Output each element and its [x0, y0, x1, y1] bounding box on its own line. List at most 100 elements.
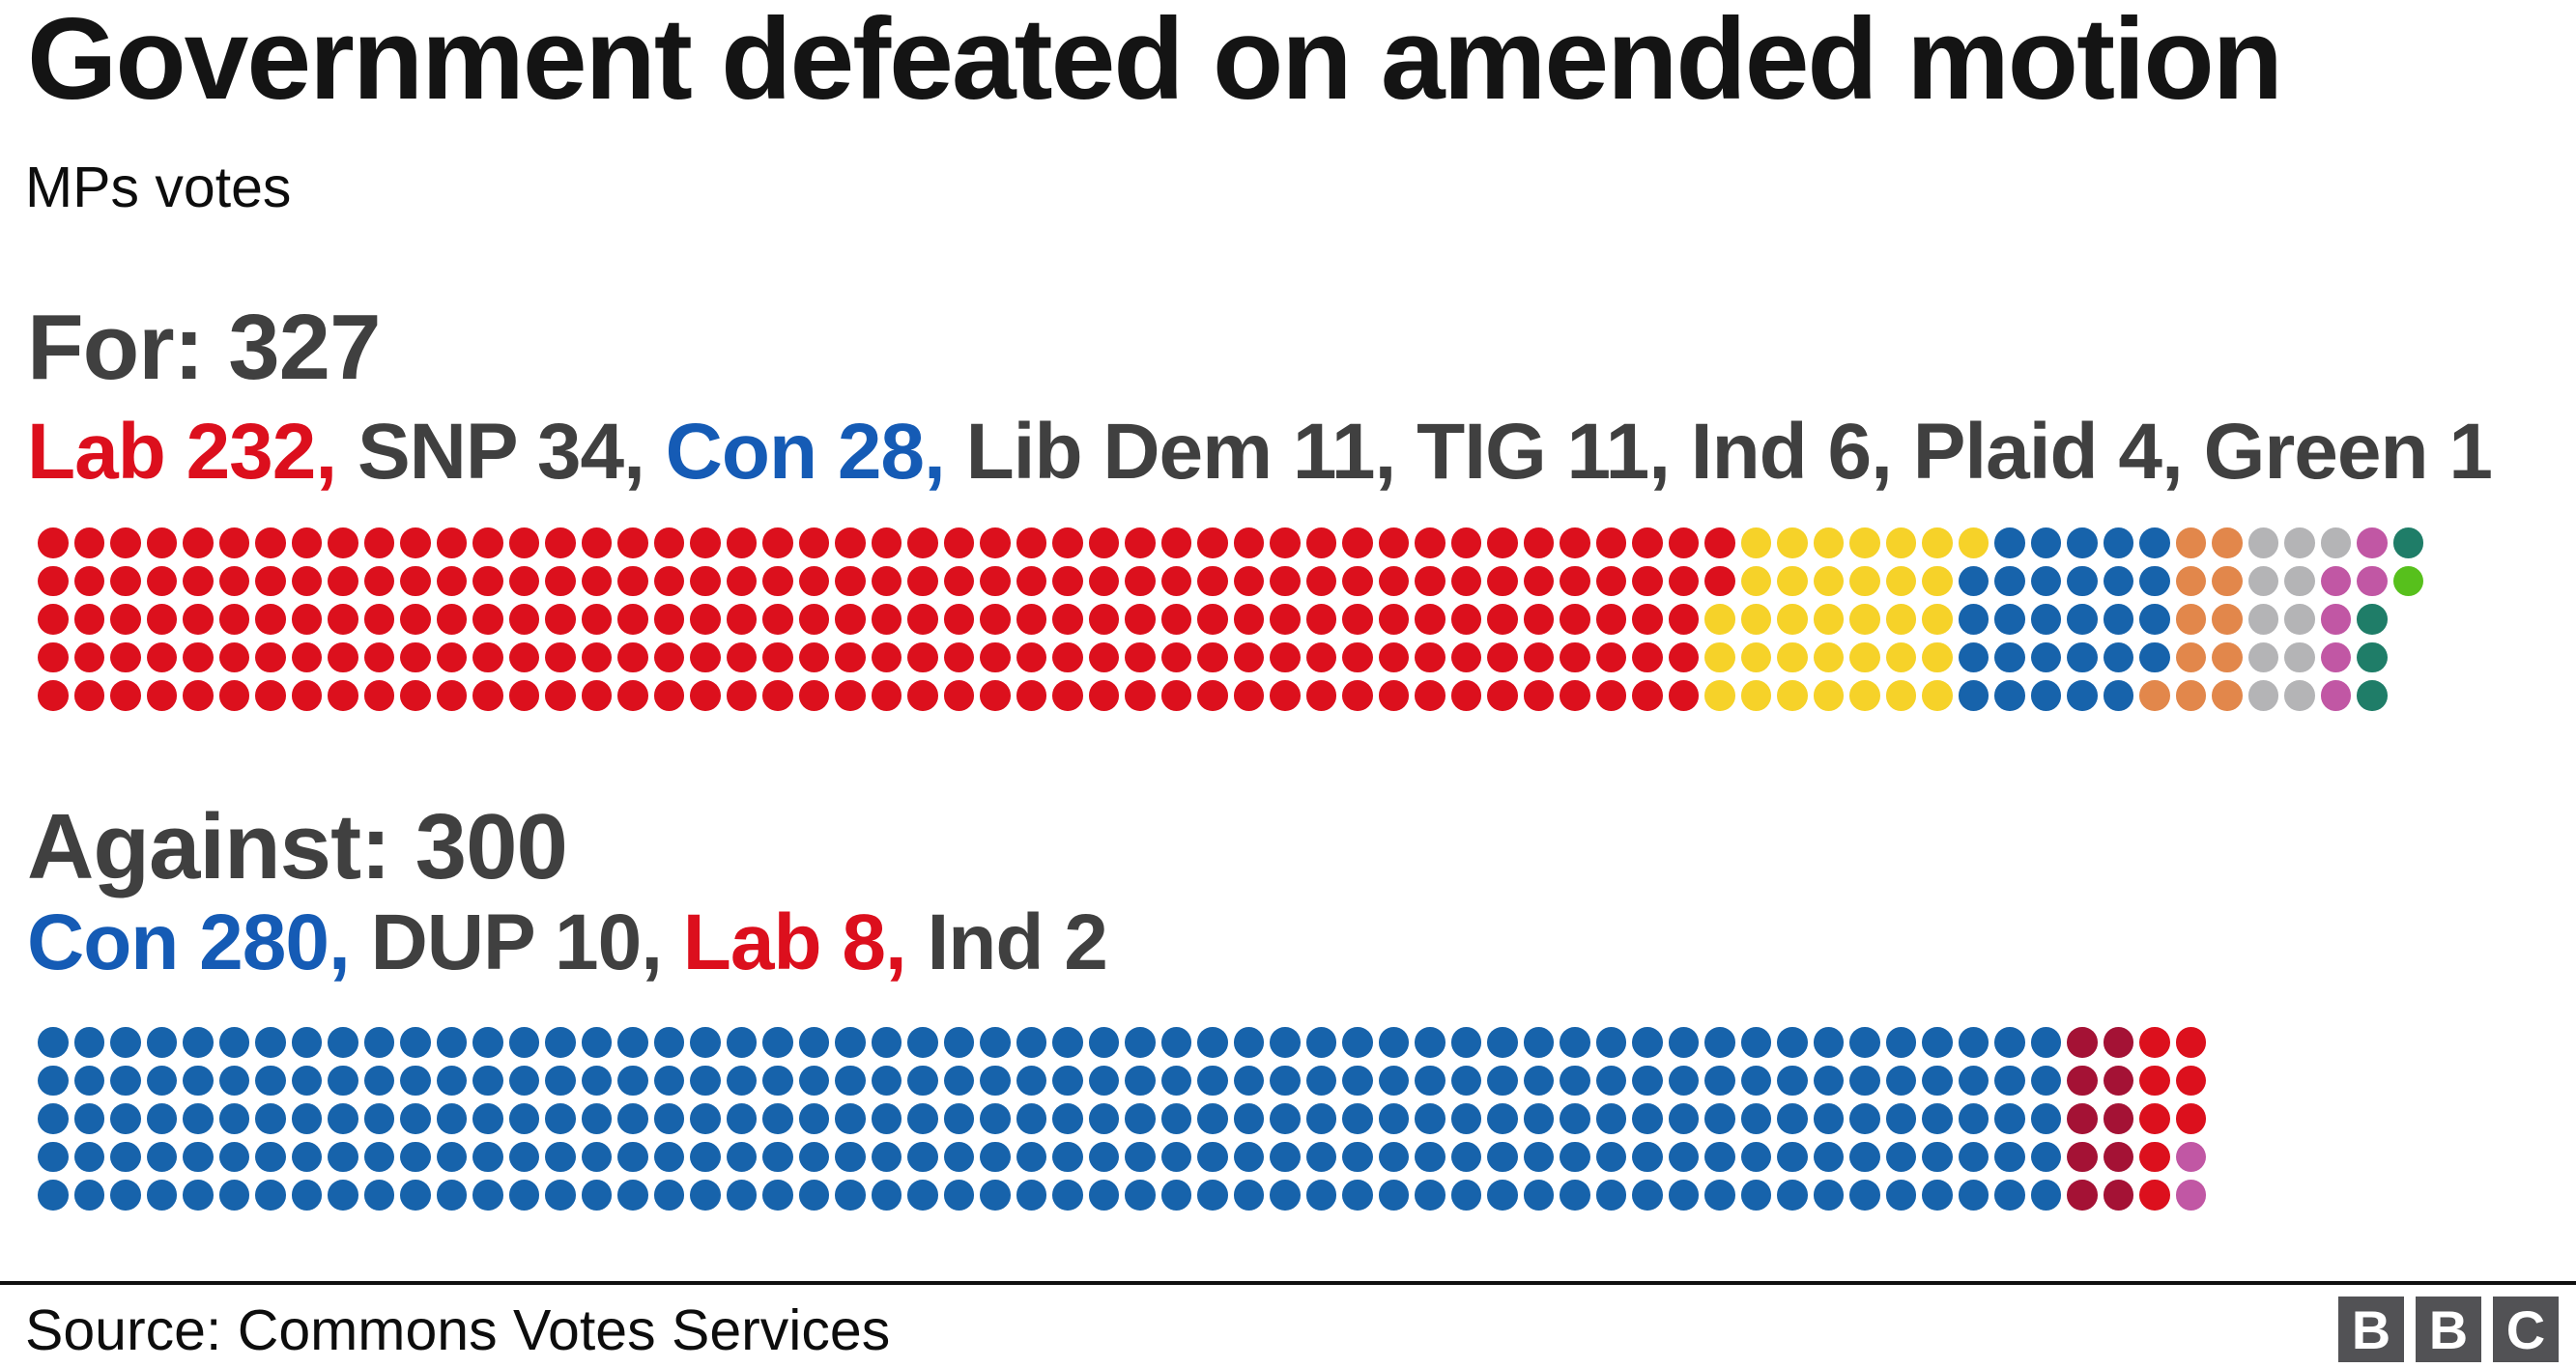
mp-dot: [2320, 680, 2351, 711]
mp-dot: [2103, 565, 2133, 597]
mp-dot: [1813, 527, 1844, 558]
mp-dot: [1632, 1027, 1663, 1058]
mp-dot: [1668, 1180, 1699, 1211]
mp-dot: [1740, 1065, 1771, 1097]
mp-dot: [1052, 1180, 1083, 1211]
mp-dot: [1740, 1180, 1771, 1211]
mp-dot: [291, 1103, 322, 1134]
mp-dot: [1740, 527, 1771, 558]
mp-dot: [726, 1141, 757, 1173]
mp-dot: [1777, 527, 1808, 558]
mp-dot: [2067, 1103, 2098, 1134]
mp-dot: [690, 1141, 721, 1173]
mp-dot: [545, 641, 576, 673]
mp-dot: [798, 1141, 829, 1173]
mp-dot: [1016, 641, 1046, 673]
mp-dot: [436, 1180, 467, 1211]
mp-dot: [363, 527, 394, 558]
mp-dot: [545, 1065, 576, 1097]
mp-dot: [1560, 604, 1590, 635]
mp-dot: [1052, 604, 1083, 635]
mp-dot: [472, 527, 503, 558]
mp-dot: [2212, 680, 2243, 711]
mp-dot: [1849, 1141, 1880, 1173]
mp-dot: [1885, 1027, 1916, 1058]
mp-dot: [1958, 1180, 1989, 1211]
mp-dot: [798, 641, 829, 673]
mp-dot: [1450, 1027, 1481, 1058]
mp-dot: [1632, 604, 1663, 635]
mp-dot: [1704, 604, 1735, 635]
mp-dot: [545, 1103, 576, 1134]
mp-dot: [472, 1027, 503, 1058]
mp-dot: [943, 565, 974, 597]
mp-dot: [1922, 1065, 1953, 1097]
mp-dot: [762, 1065, 793, 1097]
mp-dot: [146, 1027, 177, 1058]
mp-dot: [328, 1027, 358, 1058]
mp-dot: [1233, 1027, 1264, 1058]
mp-dot: [871, 604, 902, 635]
mp-dot: [1885, 1103, 1916, 1134]
mp-dot: [1777, 1103, 1808, 1134]
mp-dot: [1740, 1103, 1771, 1134]
mp-dot: [1958, 565, 1989, 597]
mp-dot: [2139, 1180, 2170, 1211]
mp-dot: [508, 527, 539, 558]
mp-dot: [2067, 1141, 2098, 1173]
mp-dot: [545, 1180, 576, 1211]
mp-dot: [436, 680, 467, 711]
mp-dot: [835, 1141, 866, 1173]
mp-dot: [653, 1141, 684, 1173]
mp-dot: [835, 527, 866, 558]
mp-dot: [653, 527, 684, 558]
mp-dot: [2357, 527, 2388, 558]
mp-dot: [617, 641, 648, 673]
mp-dot: [690, 1065, 721, 1097]
mp-dot: [38, 641, 69, 673]
mp-dot: [1885, 604, 1916, 635]
mp-dot: [798, 1103, 829, 1134]
mp-dot: [436, 1027, 467, 1058]
mp-dot: [653, 641, 684, 673]
mp-dot: [1197, 1103, 1228, 1134]
mp-dot: [617, 1027, 648, 1058]
mp-dot: [2247, 604, 2278, 635]
mp-dot: [1125, 1180, 1156, 1211]
mp-dot: [400, 641, 431, 673]
mp-dot: [472, 1141, 503, 1173]
mp-dot: [183, 1103, 214, 1134]
mp-dot: [871, 641, 902, 673]
breakdown-segment: Ind 2: [927, 898, 1108, 986]
mp-dot: [1922, 641, 1953, 673]
mp-dot: [508, 680, 539, 711]
mp-dot: [1342, 1027, 1373, 1058]
mp-dot: [581, 604, 612, 635]
mp-dot: [508, 1065, 539, 1097]
mp-dot: [726, 641, 757, 673]
mp-dot: [1487, 680, 1518, 711]
breakdown-segment: DUP 10,: [370, 898, 683, 986]
mp-dot: [1813, 1141, 1844, 1173]
mp-dot: [1595, 1180, 1626, 1211]
mp-dot: [255, 604, 286, 635]
mp-dot: [1885, 1065, 1916, 1097]
mp-dot: [726, 527, 757, 558]
mp-dot: [1125, 604, 1156, 635]
mp-dot: [726, 1065, 757, 1097]
mp-dot: [2103, 527, 2133, 558]
mp-dot: [980, 1141, 1011, 1173]
mp-dot: [255, 565, 286, 597]
mp-dot: [907, 641, 938, 673]
mp-dot: [2103, 1027, 2133, 1058]
mp-dot: [1994, 604, 2025, 635]
mp-dot: [1849, 680, 1880, 711]
mp-dot: [1378, 1141, 1409, 1173]
mp-dot: [1016, 527, 1046, 558]
mp-dot: [1378, 1027, 1409, 1058]
mp-dot: [943, 1065, 974, 1097]
mp-dot: [1668, 604, 1699, 635]
mp-dot: [255, 1065, 286, 1097]
mp-dot: [1560, 641, 1590, 673]
mp-dot: [2284, 565, 2315, 597]
